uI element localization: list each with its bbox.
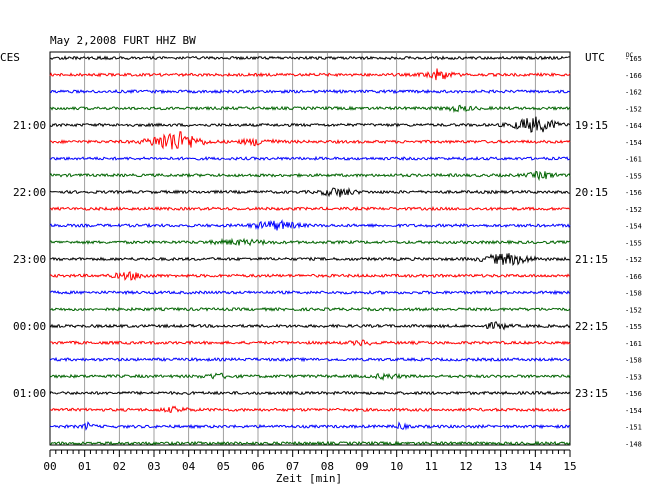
trace-1 bbox=[49, 55, 571, 61]
dc-offset-label: -151 bbox=[625, 424, 642, 432]
left-time-label: 22:00 bbox=[13, 186, 46, 199]
trace-10 bbox=[49, 206, 571, 212]
x-tick-label: 11 bbox=[425, 460, 438, 473]
x-tick-label: 12 bbox=[459, 460, 472, 473]
left-time-labels: 21:00 22:00 23:00 00:00 01:00 bbox=[13, 119, 46, 400]
dc-offset-label: -166 bbox=[625, 72, 642, 80]
dc-offset-label: -161 bbox=[625, 340, 642, 348]
trace-20 bbox=[49, 372, 571, 382]
dc-offset-label: -154 bbox=[625, 223, 642, 231]
trace-13 bbox=[49, 253, 571, 266]
left-time-label: 23:00 bbox=[13, 253, 46, 266]
trace-18 bbox=[50, 339, 571, 347]
trace-21 bbox=[49, 390, 571, 396]
x-tick-label: 15 bbox=[563, 460, 576, 473]
seismic-traces bbox=[49, 55, 571, 446]
trace-6 bbox=[49, 131, 571, 150]
chart-title: May 2,2008 FURT HHZ BW bbox=[50, 34, 196, 47]
trace-5 bbox=[49, 116, 571, 133]
dc-offset-label: -154 bbox=[625, 139, 642, 147]
right-time-label: 23:15 bbox=[575, 387, 608, 400]
trace-22 bbox=[49, 405, 571, 413]
dc-column-label: DC bbox=[626, 52, 634, 59]
dc-offset-label: -154 bbox=[625, 407, 642, 415]
x-tick-label: 14 bbox=[529, 460, 543, 473]
x-tick-label: 04 bbox=[182, 460, 196, 473]
trace-17 bbox=[49, 321, 571, 331]
trace-14 bbox=[49, 271, 571, 281]
trace-7 bbox=[49, 155, 571, 162]
x-tick-label: 05 bbox=[217, 460, 230, 473]
dc-offset-label: -161 bbox=[625, 156, 642, 164]
trace-19 bbox=[49, 356, 570, 363]
dc-offset-label: -158 bbox=[625, 357, 642, 365]
x-axis: 00 01 02 03 04 05 06 07 08 09 10 11 12 13 14 15 bbox=[43, 449, 577, 473]
plot-frame bbox=[49, 51, 571, 446]
right-axis-label: UTC bbox=[585, 51, 605, 64]
dc-offset-labels: -165 -166 -162 -152 -164 -154 -161 -155 -156 -152… bbox=[625, 55, 642, 448]
left-time-label: 01:00 bbox=[13, 387, 46, 400]
dc-offset-label: -165 bbox=[625, 55, 642, 63]
dc-offset-label: -155 bbox=[625, 239, 642, 247]
minute-grid bbox=[49, 51, 571, 446]
x-tick-label: 06 bbox=[251, 460, 264, 473]
dc-offset-label: -156 bbox=[625, 189, 642, 197]
x-tick-label: 13 bbox=[494, 460, 507, 473]
trace-23 bbox=[49, 421, 571, 431]
dc-offset-label: -148 bbox=[625, 440, 642, 448]
left-time-label: 00:00 bbox=[13, 320, 46, 333]
right-time-label: 21:15 bbox=[575, 253, 608, 266]
dc-offset-label: -152 bbox=[625, 206, 642, 214]
trace-3 bbox=[49, 88, 571, 95]
x-tick-label: 00 bbox=[43, 460, 56, 473]
trace-4 bbox=[49, 104, 571, 113]
trace-15 bbox=[49, 289, 571, 296]
dc-offset-label: -152 bbox=[625, 256, 642, 264]
trace-8 bbox=[49, 170, 571, 182]
left-axis-label: CES bbox=[0, 51, 20, 64]
x-tick-label: 03 bbox=[147, 460, 160, 473]
dc-offset-label: -155 bbox=[625, 323, 642, 331]
right-time-label: 22:15 bbox=[575, 320, 608, 333]
dc-offset-label: -162 bbox=[625, 89, 642, 97]
trace-11 bbox=[49, 219, 571, 231]
dc-offset-label: -158 bbox=[625, 290, 642, 298]
left-time-label: 21:00 bbox=[13, 119, 46, 132]
trace-2 bbox=[49, 68, 571, 81]
x-tick-label: 09 bbox=[355, 460, 368, 473]
trace-9 bbox=[49, 187, 571, 198]
right-time-label: 20:15 bbox=[575, 186, 608, 199]
dc-offset-label: -166 bbox=[625, 273, 642, 281]
dc-offset-label: -153 bbox=[625, 373, 642, 381]
right-time-labels: 19:15 20:15 21:15 22:15 23:15 bbox=[575, 119, 608, 400]
dc-offset-label: -164 bbox=[625, 122, 642, 130]
x-tick-label: 08 bbox=[321, 460, 334, 473]
dc-offset-label: -152 bbox=[625, 306, 642, 314]
trace-16 bbox=[49, 306, 571, 312]
dc-offset-label: -156 bbox=[625, 390, 642, 398]
x-axis-label: Zeit [min] bbox=[276, 472, 342, 485]
dc-offset-label: -155 bbox=[625, 172, 642, 180]
trace-12 bbox=[49, 237, 571, 247]
trace-24 bbox=[49, 440, 571, 446]
x-tick-label: 01 bbox=[78, 460, 91, 473]
right-time-label: 19:15 bbox=[575, 119, 608, 132]
x-tick-label: 07 bbox=[286, 460, 299, 473]
dc-offset-label: -152 bbox=[625, 105, 642, 113]
x-tick-label: 02 bbox=[113, 460, 126, 473]
x-tick-label: 10 bbox=[390, 460, 403, 473]
